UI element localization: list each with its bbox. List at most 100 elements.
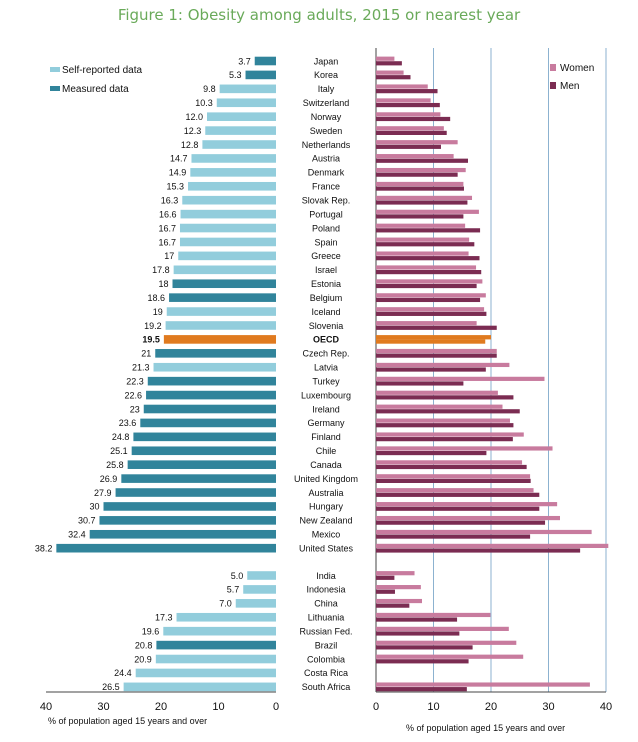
legend-label-self-reported: Self-reported data <box>62 65 142 76</box>
bar-men-united-states <box>376 548 581 553</box>
country-label-slovak-rep: Slovak Rep. <box>302 196 351 206</box>
bar-women-australia <box>376 488 534 493</box>
bar-total-mexico <box>89 529 276 539</box>
country-label-oecd: OECD <box>313 335 340 345</box>
bar-total-france <box>188 181 276 191</box>
bar-total-united-states <box>56 543 276 553</box>
right-tick-40: 40 <box>600 701 612 713</box>
bar-men-israel <box>376 270 482 275</box>
bar-women-mexico <box>376 529 592 535</box>
chart-title: Figure 1: Obesity among adults, 2015 or … <box>117 6 521 24</box>
value-label-india: 5.0 <box>231 571 244 581</box>
bar-women-korea <box>376 70 404 75</box>
right-tick-0: 0 <box>373 701 379 713</box>
value-label-israel: 17.8 <box>152 265 170 275</box>
value-label-estonia: 18 <box>158 279 168 289</box>
bar-total-colombia <box>155 654 276 664</box>
bar-total-costa-rica <box>135 668 276 678</box>
bar-women-new-zealand <box>376 515 560 521</box>
bar-women-estonia <box>376 279 483 284</box>
country-label-italy: Italy <box>318 84 335 94</box>
country-label-russian-fed: Russian Fed. <box>299 626 352 636</box>
bar-women-south-africa <box>376 682 590 687</box>
value-label-mexico: 32.4 <box>68 530 86 540</box>
value-label-hungary: 30 <box>89 502 99 512</box>
bar-men-norway <box>376 116 451 122</box>
bar-men-united-kingdom <box>376 478 531 483</box>
bar-total-czech-rep <box>155 349 276 358</box>
bar-men-iceland <box>376 311 487 316</box>
bar-women-india <box>376 571 415 576</box>
bar-men-oecd <box>376 339 486 344</box>
bar-men-australia <box>376 492 540 497</box>
bar-women-canada <box>376 460 523 465</box>
legend-swatch-measured <box>50 86 60 91</box>
country-label-czech-rep: Czech Rep. <box>302 349 349 359</box>
country-label-austria: Austria <box>312 154 340 164</box>
country-label-colombia: Colombia <box>307 654 345 664</box>
value-label-slovenia: 19.2 <box>144 321 162 331</box>
bar-total-netherlands <box>202 140 276 149</box>
right-tick-30: 30 <box>542 701 554 713</box>
value-label-japan: 3.7 <box>238 56 251 66</box>
bar-women-france <box>376 181 464 187</box>
left-tick-0: 0 <box>273 701 279 713</box>
value-label-switzerland: 10.3 <box>195 98 213 108</box>
value-label-indonesia: 5.7 <box>227 585 240 595</box>
bar-women-sweden <box>376 126 444 131</box>
country-label-greece: Greece <box>311 251 341 261</box>
bar-women-oecd <box>376 335 491 340</box>
country-label-netherlands: Netherlands <box>302 140 351 150</box>
bar-men-switzerland <box>376 102 440 108</box>
value-label-belgium: 18.6 <box>148 293 166 303</box>
legend-swatch-self-reported <box>50 67 60 72</box>
country-label-united-kingdom: United Kingdom <box>294 474 358 484</box>
value-label-germany: 23.6 <box>119 418 137 428</box>
bar-total-iceland <box>166 307 276 316</box>
value-label-poland: 16.7 <box>158 223 176 233</box>
bar-women-japan <box>376 56 395 61</box>
bar-total-sweden <box>205 126 276 135</box>
bar-total-switzerland <box>216 98 276 108</box>
bar-total-italy <box>219 84 276 94</box>
value-label-oecd: 19.5 <box>142 335 160 345</box>
bar-total-finland <box>133 432 276 442</box>
country-label-china: China <box>314 599 338 609</box>
bar-women-united-kingdom <box>376 474 531 479</box>
bar-total-india <box>247 571 276 580</box>
bar-women-russian-fed <box>376 626 509 631</box>
bar-women-united-states <box>376 543 609 548</box>
bar-men-turkey <box>376 381 464 386</box>
value-label-iceland: 19 <box>153 307 163 317</box>
bar-women-germany <box>376 418 510 423</box>
bar-women-colombia <box>376 654 524 659</box>
value-label-spain: 16.7 <box>158 237 176 247</box>
value-label-netherlands: 12.8 <box>181 140 199 150</box>
bar-total-chile <box>131 446 276 456</box>
right-x-axis-label: % of population aged 15 years and over <box>406 723 565 733</box>
bar-women-poland <box>376 223 466 228</box>
right-tick-20: 20 <box>485 701 497 713</box>
country-label-france: France <box>312 182 340 192</box>
bar-women-lithuania <box>376 612 491 618</box>
value-label-chile: 25.1 <box>110 446 128 456</box>
country-label-germany: Germany <box>307 418 345 428</box>
bar-men-denmark <box>376 172 458 177</box>
value-label-russian-fed: 19.6 <box>142 626 160 636</box>
value-label-portugal: 16.6 <box>159 209 177 219</box>
left-x-axis-label: % of population aged 15 years and over <box>48 716 207 726</box>
bar-total-belgium <box>169 293 276 302</box>
bar-total-hungary <box>103 502 276 511</box>
country-label-lithuania: Lithuania <box>308 613 345 623</box>
bar-total-lithuania <box>176 612 276 622</box>
bar-men-latvia <box>376 367 486 372</box>
left-tick-30: 30 <box>97 701 109 713</box>
right-tick-10: 10 <box>427 701 439 713</box>
bar-total-oecd <box>163 335 276 344</box>
value-label-colombia: 20.9 <box>134 654 152 664</box>
bar-men-mexico <box>376 534 531 539</box>
value-label-latvia: 21.3 <box>132 363 150 373</box>
country-label-denmark: Denmark <box>308 168 345 178</box>
country-label-new-zealand: New Zealand <box>299 516 352 526</box>
bar-total-austria <box>191 154 276 163</box>
